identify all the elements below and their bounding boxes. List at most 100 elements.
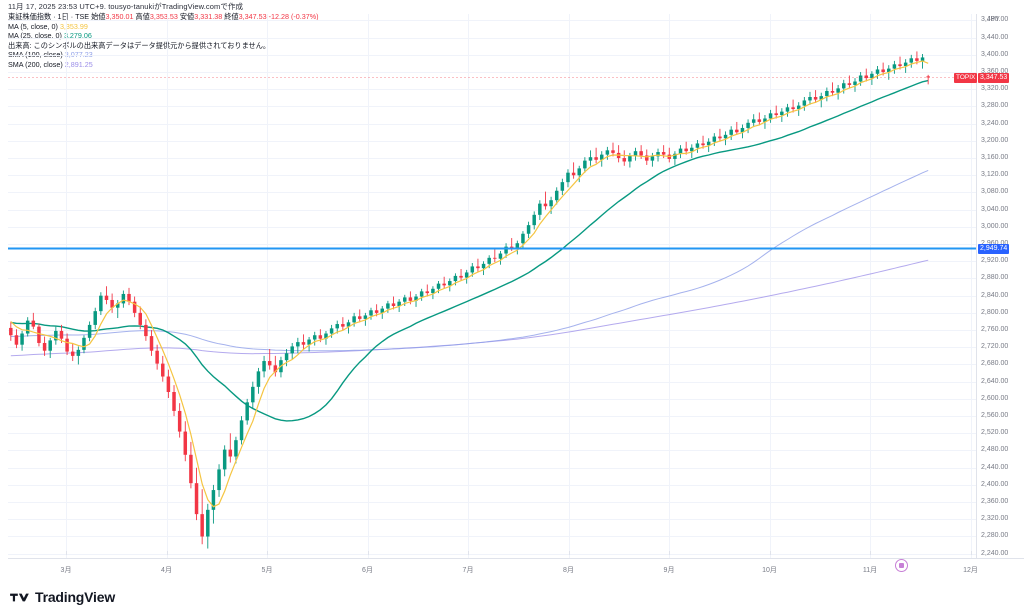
gridline-vertical: [66, 14, 67, 558]
candle-body: [560, 182, 565, 191]
price-axis-tick: 3,400.00: [981, 50, 1009, 58]
candle-body: [31, 320, 36, 327]
gridline-horizontal: [8, 20, 976, 22]
candle-body: [363, 315, 368, 319]
candle-body: [678, 148, 683, 154]
legend-row-ma25[interactable]: MA (25, close, 0) 3,279.06: [8, 31, 319, 41]
gridline-horizontal: [8, 536, 976, 538]
price-axis-tick: 2,240.00: [981, 549, 1009, 557]
candle-body: [757, 119, 762, 122]
candle-body: [87, 324, 92, 338]
gridline-horizontal: [8, 175, 976, 177]
gridline-horizontal: [8, 347, 976, 349]
candle-body: [42, 342, 47, 351]
candle-body: [324, 333, 328, 339]
time-axis-tick-mark: [669, 551, 670, 555]
candle-body: [903, 62, 908, 67]
candle-body: [222, 449, 227, 470]
price-axis-tick: 2,440.00: [981, 463, 1009, 471]
candle-body: [391, 303, 396, 306]
legend-row-sma200[interactable]: SMA (200, close) 2,891.25: [8, 60, 319, 70]
legend-ma25-value: 3,279.06: [63, 31, 92, 41]
price-axis-tick: 2,840.00: [981, 291, 1009, 299]
candle-body: [504, 246, 508, 254]
candle-body: [301, 342, 306, 345]
gridline-horizontal: [8, 72, 976, 74]
candle-body: [746, 122, 750, 128]
legend-row-symbol[interactable]: 東証株価指数 · 1日 · TSE 始値3,350.01 高値3,353.53 …: [8, 12, 319, 22]
chart-plot-area[interactable]: [8, 14, 976, 558]
candle-body: [493, 257, 497, 259]
candle-body: [864, 75, 869, 79]
price-axis-tick: 2,520.00: [981, 429, 1009, 437]
time-axis[interactable]: 3月 4月 5月 6月 7月 8月 9月 10月 11月 12月: [8, 551, 1024, 579]
candle-body: [296, 342, 300, 347]
horizontal-line-price-tag: 2,949.74: [978, 244, 1010, 255]
candle-body: [498, 253, 503, 259]
candle-body: [481, 263, 486, 269]
candle-body: [25, 320, 30, 334]
candle-body: [836, 88, 840, 93]
candle-body: [751, 119, 756, 123]
candle-body: [284, 353, 289, 361]
time-axis-tick-mark: [769, 551, 771, 555]
legend-close-label: 終値: [224, 12, 239, 21]
event-marker-icon[interactable]: [895, 559, 908, 572]
candle-body: [673, 153, 677, 159]
chart-attribution-header: 11月 17, 2025 23:53 UTC+9. tousyo-tanukiが…: [8, 2, 244, 11]
legend-open-value: 3,350.01: [105, 12, 134, 21]
gridline-horizontal: [8, 123, 976, 125]
legend-high-value: 3,353.53: [149, 12, 178, 21]
legend-row-ma5[interactable]: MA (5, close, 0) 3,353.99: [8, 22, 319, 32]
gridline-horizontal: [8, 398, 976, 400]
gridline-vertical: [166, 14, 168, 558]
candle-body: [211, 490, 216, 510]
candle-body: [352, 316, 356, 323]
price-axis-tick: 3,360.00: [981, 68, 1009, 76]
gridline-horizontal: [8, 519, 976, 521]
gridline-vertical: [367, 14, 369, 558]
legend-row-volume: 出来高: このシンボルの出来高データはデータ提供元から提供されておりません。: [8, 41, 319, 51]
candle-body: [926, 76, 930, 78]
candle-body: [723, 134, 728, 139]
time-axis-tick-mark: [166, 551, 168, 555]
candle-body: [194, 483, 199, 515]
candle-body: [605, 150, 610, 155]
legend-high-label: 高値: [135, 12, 150, 21]
candle-body: [93, 311, 97, 325]
gridline-horizontal: [8, 381, 976, 383]
candle-body: [161, 363, 165, 377]
candle-body: [228, 449, 233, 457]
candle-body: [768, 113, 773, 119]
candle-body: [796, 105, 801, 110]
candle-body: [858, 75, 863, 82]
candle-body: [571, 172, 576, 176]
candle-body: [532, 214, 536, 226]
gridline-horizontal: [8, 158, 976, 160]
candle-body: [583, 160, 587, 169]
time-axis-tick-label: 10月: [762, 567, 777, 574]
time-axis-tick-mark: [367, 551, 369, 555]
candle-body: [690, 147, 694, 152]
candle-body: [110, 299, 114, 308]
candle-body: [239, 420, 244, 441]
price-axis-tick: 2,280.00: [981, 532, 1009, 540]
candle-body: [172, 392, 176, 411]
candle-body: [144, 324, 148, 337]
candle-body: [9, 327, 13, 336]
candle-body: [346, 322, 351, 327]
candle-body: [99, 295, 103, 312]
gridline-vertical: [669, 14, 670, 558]
gridline-horizontal: [8, 484, 976, 486]
price-axis[interactable]: JPY 3,480.00 3,440.00 3,400.00 3,360.00 3,32…: [976, 14, 1024, 558]
price-axis-tick: 3,120.00: [981, 171, 1009, 179]
last-price-symbol-tag: TOPIX: [954, 73, 978, 84]
legend-low-value: 3,331.38: [194, 12, 223, 21]
candle-body: [706, 141, 711, 146]
gridline-horizontal: [8, 261, 976, 263]
candle-body: [920, 57, 925, 61]
candle-body: [476, 266, 480, 269]
gridline-horizontal: [8, 467, 976, 469]
moving-average-line: [10, 60, 929, 508]
candle-body: [825, 90, 829, 97]
